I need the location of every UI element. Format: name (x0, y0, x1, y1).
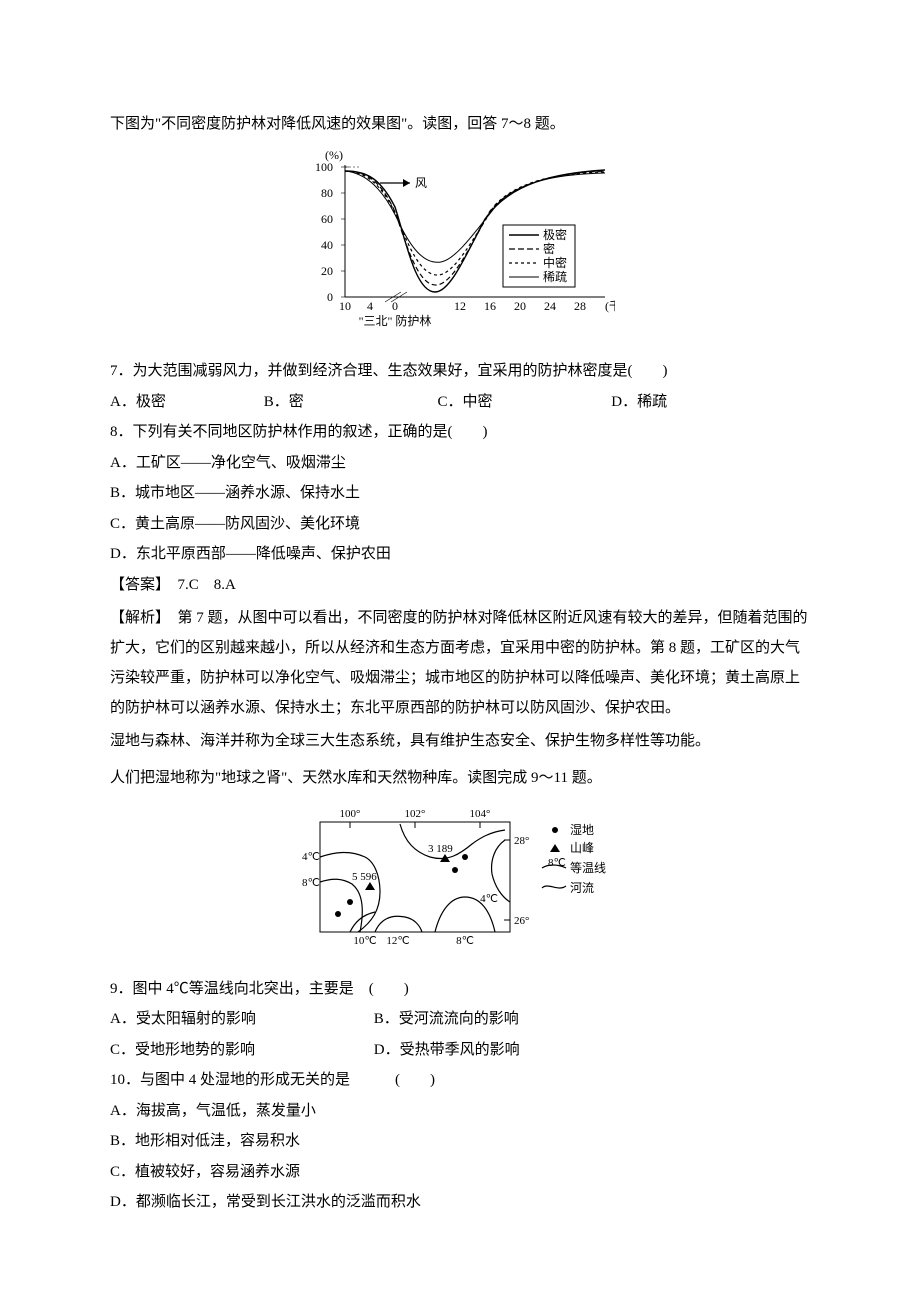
svg-text:20: 20 (321, 264, 333, 278)
svg-text:10℃: 10℃ (353, 935, 376, 947)
q8-opt-d: D．东北平原西部——降低噪声、保护农田 (110, 540, 810, 569)
q10-stem: 10．与图中 4 处湿地的形成无关的是 ( ) (110, 1066, 810, 1095)
svg-text:102°: 102° (405, 808, 426, 820)
svg-text:28: 28 (574, 299, 586, 313)
intro-text-1: 下图为"不同密度防护林对降低风速的效果图"。读图，回答 7～8 题。 (110, 110, 810, 139)
svg-text:3 189: 3 189 (428, 843, 453, 855)
svg-text:8℃: 8℃ (456, 935, 474, 947)
chart-windspeed: 0 20 40 60 80 100 (%) 10 4 0 12 16 20 24… (110, 147, 810, 348)
svg-text:10: 10 (339, 299, 351, 313)
q7-opt-c: C．中密 (438, 388, 608, 417)
analysis-7-8: 【解析】 第 7 题，从图中可以看出，不同密度的防护林对降低林区附近风速有较大的… (110, 603, 810, 723)
q7-options: A．极密 B．密 C．中密 D．稀疏 (110, 388, 810, 417)
svg-text:等温线: 等温线 (570, 861, 606, 875)
svg-text:山峰: 山峰 (570, 841, 594, 855)
q10-opt-d: D．都濒临长江，常受到长江洪水的泛滥而积水 (110, 1188, 810, 1217)
svg-text:60: 60 (321, 212, 333, 226)
q9-opt-c: C．受地形地势的影响 (110, 1036, 370, 1065)
svg-text:5 596: 5 596 (352, 871, 377, 883)
intro-text-2a: 湿地与森林、海洋并称为全球三大生态系统，具有维护生态安全、保护生物多样性等功能。 (110, 727, 810, 756)
svg-text:密: 密 (543, 241, 555, 256)
svg-text:8℃: 8℃ (548, 857, 566, 869)
intro-text-2b: 人们把湿地称为"地球之肾"、天然水库和天然物种库。读图完成 9～11 题。 (110, 764, 810, 793)
svg-text:极密: 极密 (543, 227, 567, 242)
answer-7-8: 【答案】 7.C 8.A (110, 571, 810, 600)
q10-opt-b: B．地形相对低洼，容易积水 (110, 1127, 810, 1156)
svg-text:湿地: 湿地 (570, 822, 594, 837)
q7-opt-d: D．稀疏 (611, 388, 667, 417)
svg-text:16: 16 (484, 299, 496, 313)
svg-text:8℃: 8℃ (302, 877, 320, 889)
map-wetland: 100° 102° 104° 28° 26° 4℃ 8℃ 12℃ 10℃ 8℃ (110, 802, 810, 963)
q9-opt-b: B．受河流流向的影响 (374, 1011, 519, 1027)
svg-text:(千米): (千米) (605, 299, 615, 313)
q10-opt-c: C．植被较好，容易涵养水源 (110, 1158, 810, 1187)
svg-text:12℃: 12℃ (386, 935, 409, 947)
analysis-lead: 【解析】 (110, 610, 178, 626)
svg-text:4℃: 4℃ (480, 893, 498, 905)
q9-opt-a: A．受太阳辐射的影响 (110, 1005, 370, 1034)
svg-text:20: 20 (514, 299, 526, 313)
svg-text:风: 风 (415, 176, 427, 190)
origin-label: "三北" 防护林 (359, 313, 432, 328)
q7-opt-a: A．极密 (110, 388, 260, 417)
q8-opt-b: B．城市地区——涵养水源、保持水土 (110, 479, 810, 508)
q8-opt-c: C．黄土高原——防风固沙、美化环境 (110, 510, 810, 539)
q8-stem: 8．下列有关不同地区防护林作用的叙述，正确的是( ) (110, 418, 810, 447)
analysis-body: 第 7 题，从图中可以看出，不同密度的防护林对降低林区附近风速有较大的差异，但随… (110, 610, 808, 716)
svg-text:40: 40 (321, 238, 333, 252)
svg-text:4℃: 4℃ (302, 851, 320, 863)
svg-text:4: 4 (367, 299, 373, 313)
q9-opt-d: D．受热带季风的影响 (374, 1042, 520, 1058)
q7-stem: 7．为大范围减弱风力，并做到经济合理、生态效果好，宜采用的防护林密度是( ) (110, 357, 810, 386)
svg-text:80: 80 (321, 186, 333, 200)
svg-text:24: 24 (544, 299, 556, 313)
svg-text:100: 100 (315, 160, 333, 174)
y-unit: (%) (325, 148, 343, 162)
q9-row1: A．受太阳辐射的影响 B．受河流流向的影响 (110, 1005, 810, 1034)
svg-text:12: 12 (454, 299, 466, 313)
q9-stem: 9．图中 4℃等温线向北突出，主要是 ( ) (110, 975, 810, 1004)
svg-text:0: 0 (327, 290, 333, 304)
svg-text:104°: 104° (470, 808, 491, 820)
svg-text:100°: 100° (340, 808, 361, 820)
svg-text:28°: 28° (514, 835, 529, 847)
q9-row2: C．受地形地势的影响 D．受热带季风的影响 (110, 1036, 810, 1065)
q10-opt-a: A．海拔高，气温低，蒸发量小 (110, 1097, 810, 1126)
svg-text:稀疏: 稀疏 (543, 269, 567, 284)
svg-text:河流: 河流 (570, 881, 594, 895)
q7-opt-b: B．密 (264, 388, 434, 417)
svg-text:26°: 26° (514, 915, 529, 927)
svg-text:中密: 中密 (543, 255, 567, 270)
q8-opt-a: A．工矿区——净化空气、吸烟滞尘 (110, 449, 810, 478)
